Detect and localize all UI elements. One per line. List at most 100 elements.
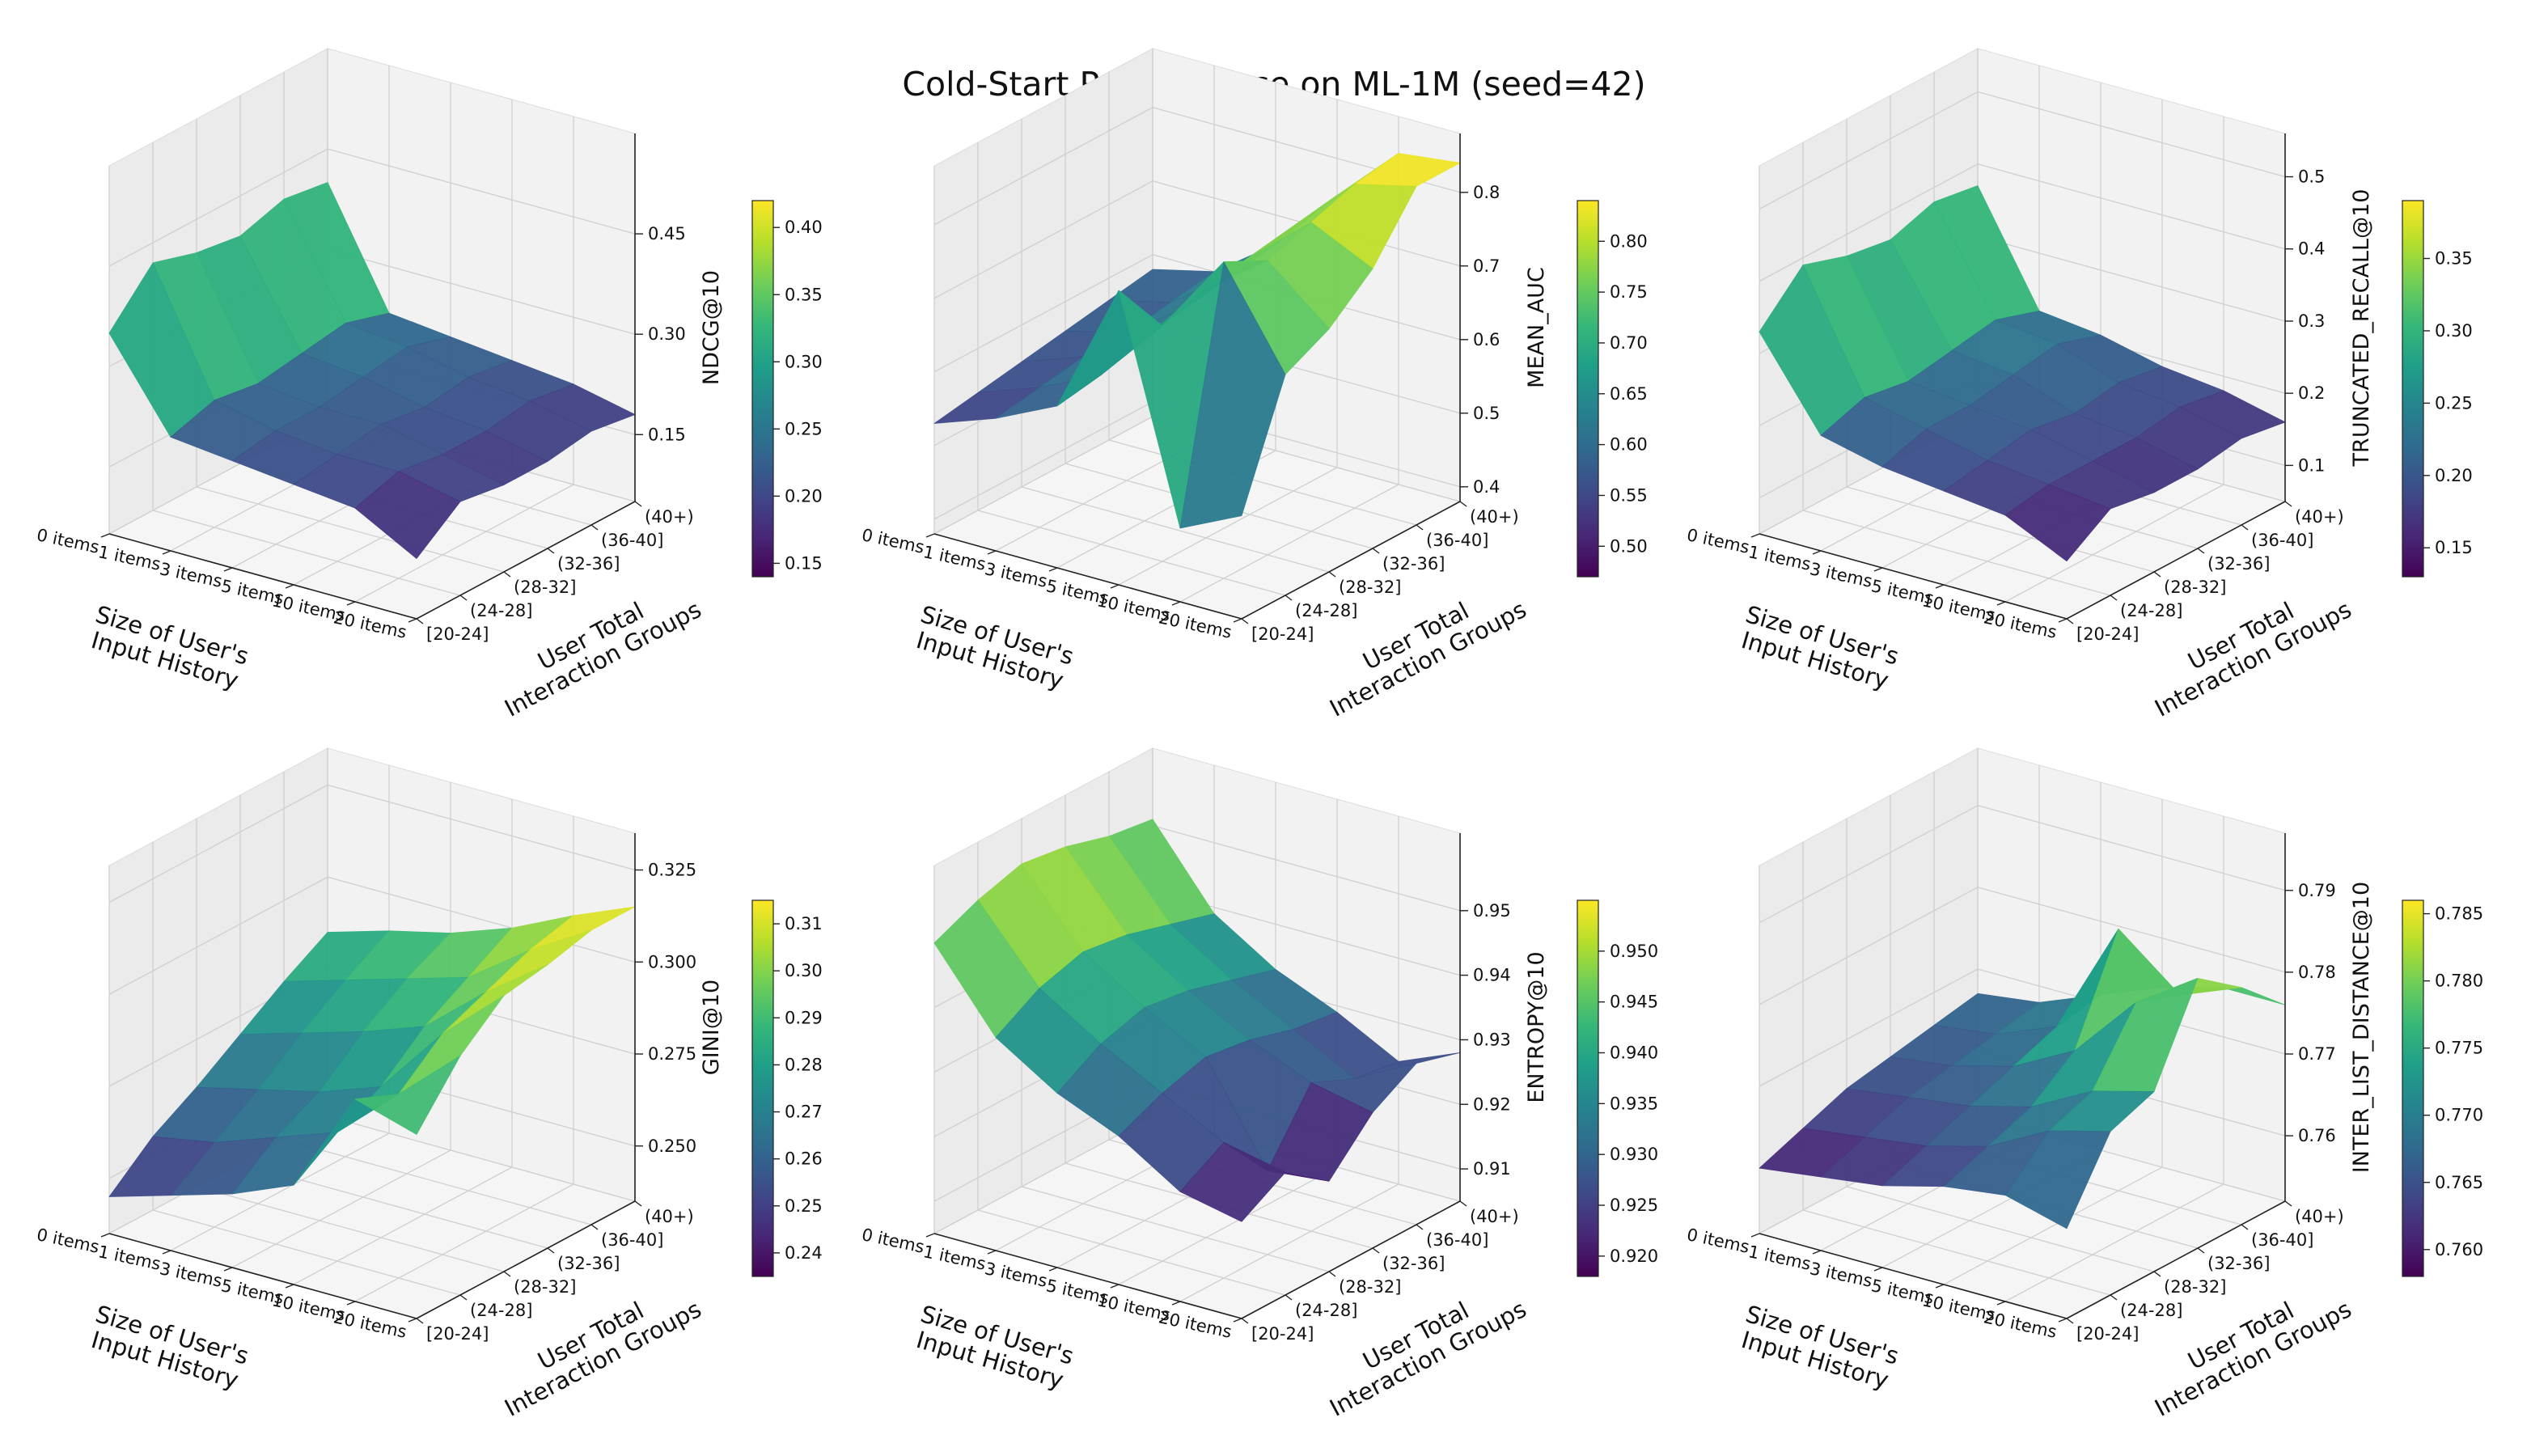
y-tick-label: (32-36] xyxy=(557,554,620,574)
gridline xyxy=(327,148,636,235)
x-tick-mark xyxy=(223,567,233,572)
colorbar-tick-label: 0.60 xyxy=(1610,435,1648,455)
gridline xyxy=(354,484,574,603)
colorbar xyxy=(2402,200,2424,578)
y-tick-label: (28-32] xyxy=(514,578,576,597)
colorbar-tick-label: 0.65 xyxy=(1610,384,1648,404)
z-tick-label: 0.15 xyxy=(648,425,686,444)
x-axis-label: Size of User'sInput History xyxy=(1735,600,1902,695)
z-tick-label: 0.93 xyxy=(1473,1030,1511,1049)
z-tick-label: 0.79 xyxy=(2298,881,2336,900)
y-tick-label: (28-32] xyxy=(2164,578,2226,597)
x-tick-mark xyxy=(1233,1318,1242,1323)
z-tick-label: 0.91 xyxy=(1473,1159,1511,1179)
x-axis-line xyxy=(933,1233,1242,1319)
colorbar-tick-label: 0.24 xyxy=(785,1243,823,1263)
y-tick-label: (24-28] xyxy=(2120,601,2182,620)
y-tick-mark xyxy=(2197,548,2205,554)
colorbar-tick-label: 0.920 xyxy=(1610,1246,1658,1266)
colorbar-tick-label: 0.31 xyxy=(785,914,823,933)
x-tick-mark xyxy=(346,601,356,606)
y-tick-mark xyxy=(590,1224,599,1230)
z-tick-label: 0.2 xyxy=(2298,383,2325,403)
z-tick-label: 0.76 xyxy=(2298,1126,2336,1145)
z-tick-label: 0.78 xyxy=(2298,963,2336,982)
colorbar-tick-label: 0.35 xyxy=(2435,249,2473,269)
y-tick-mark xyxy=(416,618,424,624)
x-axis-line xyxy=(108,1233,417,1319)
x-tick-label: 0 items xyxy=(860,1225,926,1257)
y-tick-mark xyxy=(2241,524,2249,531)
colorbar-tick-label: 0.80 xyxy=(1610,231,1648,251)
y-tick-label: (36-40] xyxy=(1426,1230,1488,1250)
y-tick-mark xyxy=(2066,618,2074,624)
x-axis-label: Size of User'sInput History xyxy=(85,600,252,695)
gridline xyxy=(1977,91,2286,178)
colorbar-tick-label: 0.28 xyxy=(785,1055,823,1074)
z-tick-label: 0.8 xyxy=(1473,183,1500,202)
y-tick-label: [20-24] xyxy=(1251,624,1314,644)
gridline xyxy=(108,148,328,267)
colorbar-tick-label: 0.770 xyxy=(2435,1106,2483,1125)
y-tick-label: (36-40] xyxy=(2251,531,2313,550)
gridline xyxy=(933,180,1153,299)
y-tick-mark xyxy=(1328,571,1336,578)
x-tick-mark xyxy=(1996,1301,2006,1306)
gridline xyxy=(1759,887,1979,1005)
colorbar-tick-label: 0.25 xyxy=(785,1196,823,1216)
gridline xyxy=(152,1209,461,1296)
gridline xyxy=(1977,887,2286,973)
gridline xyxy=(283,1139,592,1225)
colorbar-tick-label: 0.925 xyxy=(1610,1196,1658,1215)
x-tick-label: 1 items xyxy=(1746,542,1813,574)
y-axis-line xyxy=(2066,501,2286,620)
gridline xyxy=(327,1115,636,1202)
y-tick-label: (40+) xyxy=(645,1207,694,1226)
colorbar-tick-label: 0.15 xyxy=(785,553,823,573)
z-axis-label: ENTROPY@10 xyxy=(1524,951,1549,1103)
gridline xyxy=(2004,484,2224,603)
gridline xyxy=(933,107,1153,226)
x-tick-mark xyxy=(408,618,417,623)
gridline xyxy=(933,1115,1153,1234)
gridline xyxy=(1021,486,1330,573)
gridline xyxy=(1179,484,1399,603)
y-tick-mark xyxy=(1372,548,1380,554)
y-tick-label: (24-28] xyxy=(2120,1301,2182,1320)
x-tick-mark xyxy=(1873,1267,1883,1272)
y-tick-label: (28-32] xyxy=(1339,1277,1401,1297)
gridline xyxy=(1977,805,2286,891)
x-tick-mark xyxy=(100,1233,110,1238)
z-tick-label: 0.325 xyxy=(648,861,696,880)
colorbar xyxy=(1577,899,1599,1277)
colorbar-tick-label: 0.26 xyxy=(785,1149,823,1169)
x-tick-label: 3 items xyxy=(158,559,224,591)
x-tick-label: 0 items xyxy=(35,1225,101,1257)
x-tick-mark xyxy=(162,1250,171,1255)
colorbar-tick-label: 0.15 xyxy=(2435,538,2473,557)
y-tick-label: (32-36] xyxy=(1382,554,1445,574)
x-tick-mark xyxy=(1048,567,1058,572)
gridline xyxy=(1118,1166,1338,1285)
y-tick-label: (32-36] xyxy=(2207,1254,2270,1273)
y-tick-mark xyxy=(547,548,555,554)
colorbar-tick-label: 0.27 xyxy=(785,1103,823,1122)
z-tick-label: 0.77 xyxy=(2298,1044,2336,1064)
y-axis-line xyxy=(1241,1200,1461,1319)
colorbar-tick-label: 0.950 xyxy=(1610,942,1658,961)
z-axis-label: INTER_LIST_DISTANCE@10 xyxy=(2349,882,2374,1173)
y-tick-label: (28-32] xyxy=(2164,1277,2226,1297)
colorbar-tick-label: 0.25 xyxy=(2435,393,2473,413)
y-axis-line xyxy=(416,501,636,620)
x-tick-label: 3 items xyxy=(1808,559,1874,591)
gridline xyxy=(1759,805,1979,924)
surface-patch xyxy=(2004,1130,2111,1230)
z-tick-label: 0.300 xyxy=(648,952,696,971)
gridline xyxy=(1846,1186,2155,1272)
z-tick-label: 0.1 xyxy=(2298,455,2325,475)
y-tick-label: (28-32] xyxy=(514,1277,576,1297)
z-tick-label: 0.30 xyxy=(648,324,686,344)
